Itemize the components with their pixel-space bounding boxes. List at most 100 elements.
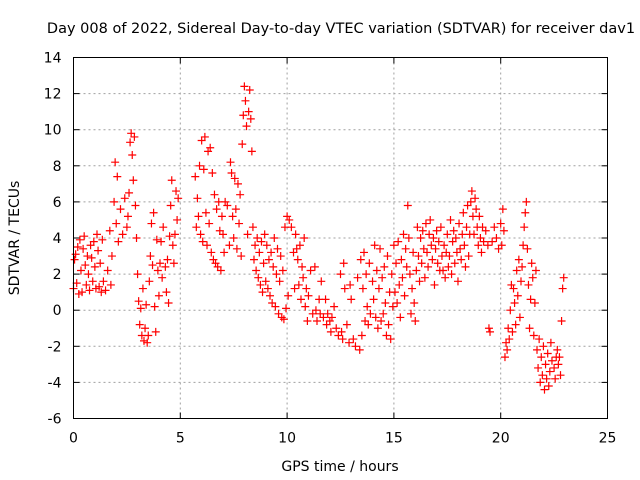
data-point bbox=[411, 317, 420, 326]
data-point bbox=[405, 270, 414, 279]
data-point bbox=[110, 197, 119, 206]
data-point bbox=[207, 248, 216, 257]
data-point bbox=[317, 277, 326, 286]
data-point bbox=[386, 335, 395, 344]
data-point bbox=[559, 273, 568, 282]
data-point bbox=[400, 291, 409, 300]
data-point bbox=[118, 230, 127, 239]
data-point bbox=[498, 205, 507, 214]
y-tick-label: 14 bbox=[44, 51, 62, 67]
data-point bbox=[259, 259, 268, 268]
data-point bbox=[481, 226, 490, 235]
data-point bbox=[97, 288, 106, 297]
data-point bbox=[238, 140, 247, 149]
data-point bbox=[126, 138, 135, 147]
data-point bbox=[282, 304, 291, 313]
data-point bbox=[99, 277, 108, 286]
data-point bbox=[194, 212, 203, 221]
data-point bbox=[416, 234, 425, 242]
data-point bbox=[233, 179, 242, 188]
data-point bbox=[513, 291, 522, 300]
data-point bbox=[220, 248, 229, 257]
data-point bbox=[319, 313, 328, 322]
data-point bbox=[337, 327, 346, 336]
data-point bbox=[339, 259, 348, 268]
data-point bbox=[558, 284, 567, 293]
data-point bbox=[72, 279, 81, 288]
data-point bbox=[504, 324, 513, 333]
data-point bbox=[507, 280, 516, 289]
data-point bbox=[216, 266, 225, 275]
data-point bbox=[247, 147, 256, 156]
data-point bbox=[149, 208, 158, 217]
data-point bbox=[125, 188, 134, 197]
data-point bbox=[164, 298, 173, 307]
data-point bbox=[84, 270, 93, 279]
data-point bbox=[342, 320, 351, 329]
data-point bbox=[381, 298, 390, 307]
data-point bbox=[229, 234, 238, 242]
data-point bbox=[252, 266, 261, 275]
data-point bbox=[506, 306, 515, 315]
data-point bbox=[546, 338, 555, 347]
data-point bbox=[145, 277, 154, 286]
data-point bbox=[544, 382, 553, 391]
data-point bbox=[542, 374, 551, 383]
data-point bbox=[257, 237, 266, 246]
data-point bbox=[417, 259, 426, 268]
data-point bbox=[378, 273, 387, 282]
data-point bbox=[231, 205, 240, 214]
data-point bbox=[406, 309, 415, 318]
data-point bbox=[169, 259, 178, 268]
data-point bbox=[370, 241, 379, 250]
data-point bbox=[389, 241, 398, 250]
data-point bbox=[536, 378, 545, 387]
data-point bbox=[492, 234, 501, 242]
data-point bbox=[543, 349, 552, 358]
x-tick-label: 20 bbox=[492, 431, 510, 447]
y-tick-label: 2 bbox=[53, 267, 62, 283]
data-point bbox=[128, 150, 137, 159]
data-point bbox=[525, 324, 534, 333]
data-point bbox=[116, 205, 125, 214]
data-point bbox=[503, 345, 512, 354]
data-point bbox=[133, 270, 142, 279]
data-point bbox=[488, 237, 497, 246]
data-point bbox=[94, 246, 103, 255]
data-point bbox=[421, 219, 430, 228]
data-point bbox=[387, 270, 396, 279]
y-axis-ticks: -6 -4 -2 0 2 4 6 8 10 12 14 bbox=[44, 51, 608, 428]
data-point bbox=[540, 385, 549, 394]
data-point bbox=[162, 288, 171, 297]
data-point bbox=[363, 302, 372, 311]
data-point bbox=[95, 282, 104, 291]
data-point bbox=[80, 232, 89, 241]
data-point bbox=[326, 327, 335, 336]
data-point bbox=[486, 327, 495, 336]
data-point bbox=[235, 219, 244, 228]
data-point bbox=[557, 317, 566, 326]
data-point bbox=[551, 374, 560, 383]
data-point bbox=[279, 315, 288, 324]
data-point bbox=[553, 345, 562, 354]
data-point bbox=[550, 363, 559, 372]
data-point bbox=[497, 241, 506, 250]
data-point bbox=[531, 266, 540, 275]
data-point bbox=[455, 219, 464, 228]
data-point bbox=[508, 327, 517, 336]
data-point bbox=[372, 266, 381, 275]
data-point bbox=[254, 273, 263, 282]
data-point bbox=[424, 262, 433, 271]
data-point bbox=[114, 237, 123, 246]
data-point bbox=[158, 273, 167, 282]
data-point bbox=[515, 313, 524, 322]
data-point bbox=[414, 252, 423, 261]
data-point bbox=[70, 255, 79, 264]
data-point bbox=[457, 255, 466, 264]
data-point bbox=[96, 259, 105, 268]
data-point bbox=[296, 295, 305, 304]
data-point bbox=[249, 255, 258, 264]
data-point bbox=[511, 320, 520, 329]
data-point bbox=[460, 241, 469, 250]
